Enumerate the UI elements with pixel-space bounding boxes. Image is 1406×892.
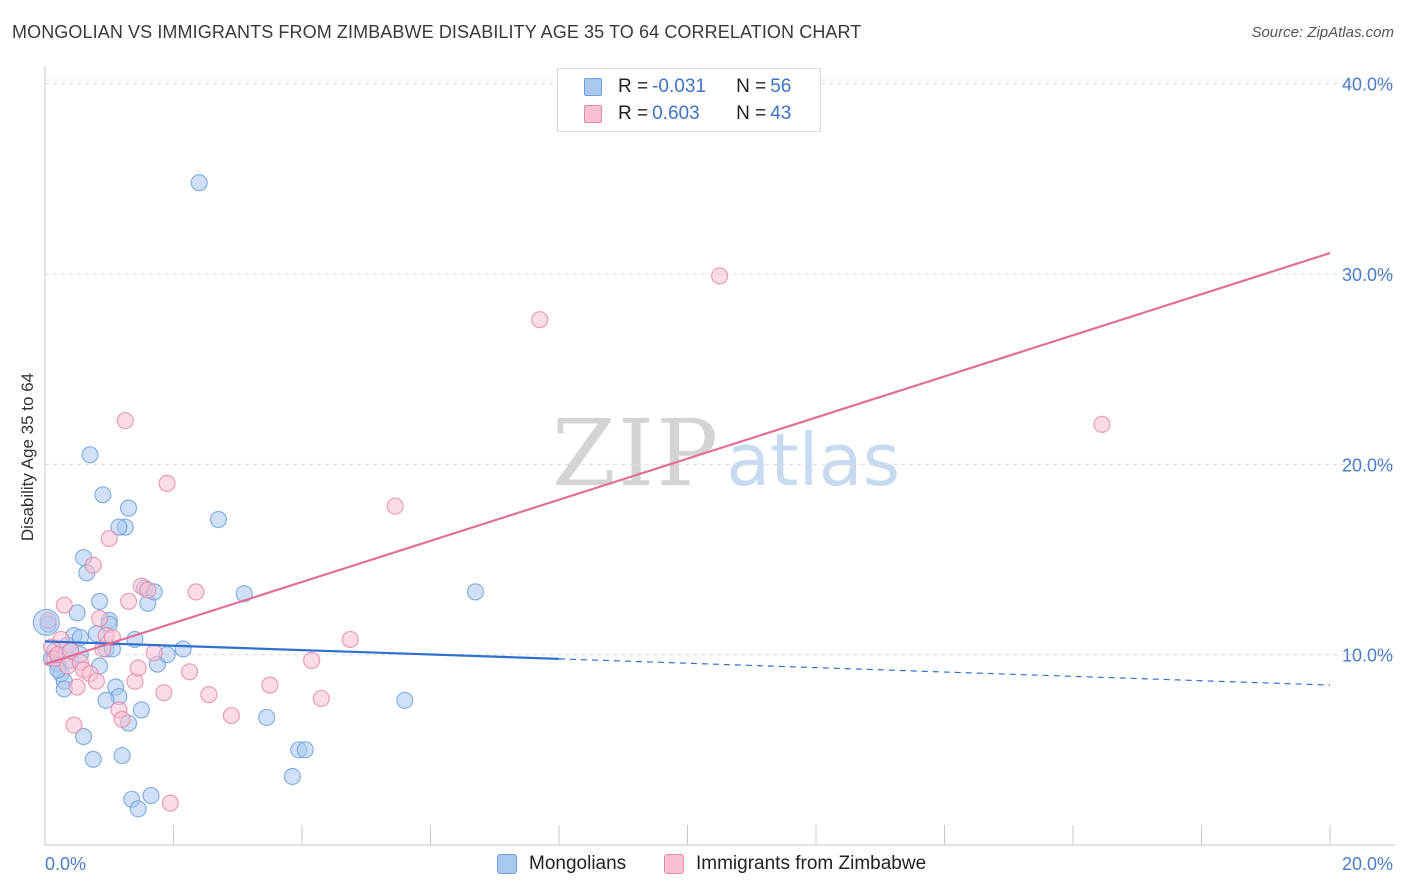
legend-row-zimbabwe: R = 0.603 N = 43 [584,101,791,127]
x-tick-label: 20.0% [1342,854,1393,874]
zimbabwe-point [386,497,404,515]
bottom-legend-zimbabwe: Immigrants from Zimbabwe [664,851,926,877]
mongolian-point [142,786,160,805]
zimbabwe-point [161,794,179,812]
mongolian-point [396,691,414,709]
mongolian-point [209,510,228,529]
mongolian-point [296,741,314,759]
mongolian-point [81,446,99,464]
zimbabwe-point [222,706,240,725]
bottom-legend-swatch-mongolians [497,854,517,874]
zimbabwe-point [261,676,279,694]
zimbabwe-point [158,474,176,492]
legend-n-value: 43 [770,103,792,124]
legend-r-value: 0.603 [652,103,700,124]
zimbabwe-point [155,684,173,702]
mongolian-point [174,640,192,658]
y-tick-label: 10.0% [1342,646,1393,666]
legend-r-label: R = [618,76,649,97]
legend-row-mongolians: R = -0.031 N = 56 [584,74,791,100]
zimbabwe-point [303,651,321,669]
legend-n-value: 56 [770,76,792,97]
zimbabwe-point [711,267,729,285]
zimbabwe-point [119,592,138,610]
mongolian-point [190,174,208,192]
x-tick-label: 0.0% [45,854,86,874]
bottom-legend-label-mongolians: Mongolians [529,853,627,874]
legend-n-label: N = [736,103,767,124]
chart-title: MONGOLIAN VS IMMIGRANTS FROM ZIMBABWE DI… [12,22,862,42]
zimbabwe-point [139,581,157,599]
zimbabwe-point [68,678,86,696]
mongolian-point [258,708,276,727]
legend-swatch-mongolians [584,78,602,96]
zimbabwe-point [200,686,218,704]
mongolian-cluster-point [32,608,60,636]
zimbabwe-point [84,556,102,574]
mongolian-point [68,604,86,622]
mongolian-point [94,486,112,504]
correlation-legend: R = -0.031 N = 56 R = 0.603 N = 43 [557,68,821,132]
mongolian-point [74,727,93,746]
mongolian-point [466,583,485,601]
source-label: Source: ZipAtlas.com [1251,24,1394,41]
mongolian-point [235,585,253,603]
mongolian-point [110,518,128,536]
zimbabwe-point [341,630,359,649]
mongolian-trend-line [44,640,560,660]
y-tick-label: 40.0% [1342,75,1393,95]
watermark: ZIPatlas [552,400,900,507]
mongolian-point [84,750,102,768]
zimbabwe-trend-line [44,252,1331,666]
mongolian-point [132,701,150,719]
mongolian-trend-extension [558,658,1331,686]
mongolian-point [91,592,109,610]
zimbabwe-point [55,596,73,614]
zimbabwe-point [113,710,131,728]
legend-n-label: N = [736,76,767,97]
y-tick-label: 20.0% [1342,455,1393,475]
zimbabwe-point [531,311,549,329]
y-tick-label: 30.0% [1342,265,1393,285]
mongolian-point [97,691,115,709]
legend-r-label: R = [618,103,649,124]
zimbabwe-point [91,609,109,628]
zimbabwe-point [1093,415,1111,433]
zimbabwe-point [100,529,118,548]
zimbabwe-point [129,659,147,677]
y-axis-label: Disability Age 35 to 64 [18,373,37,541]
zimbabwe-point [65,716,83,734]
legend-swatch-zimbabwe [584,105,602,123]
mongolian-point [129,800,147,818]
zimbabwe-point [116,411,134,430]
zimbabwe-point [87,672,106,690]
legend-r-value: -0.031 [652,76,706,97]
bottom-legend-label-zimbabwe: Immigrants from Zimbabwe [696,853,927,874]
watermark-zip: ZIP [552,400,721,507]
zimbabwe-point [187,583,205,601]
zimbabwe-point [312,689,330,708]
watermark-atlas: atlas [726,418,901,502]
zimbabwe-point [145,644,163,662]
zimbabwe-point [180,663,199,681]
bottom-legend-mongolians: Mongolians [497,851,626,877]
mongolian-point [283,767,301,786]
bottom-legend-swatch-zimbabwe [664,854,684,874]
zimbabwe-point [52,630,70,649]
mongolian-point [113,746,131,765]
mongolian-point [119,499,138,517]
